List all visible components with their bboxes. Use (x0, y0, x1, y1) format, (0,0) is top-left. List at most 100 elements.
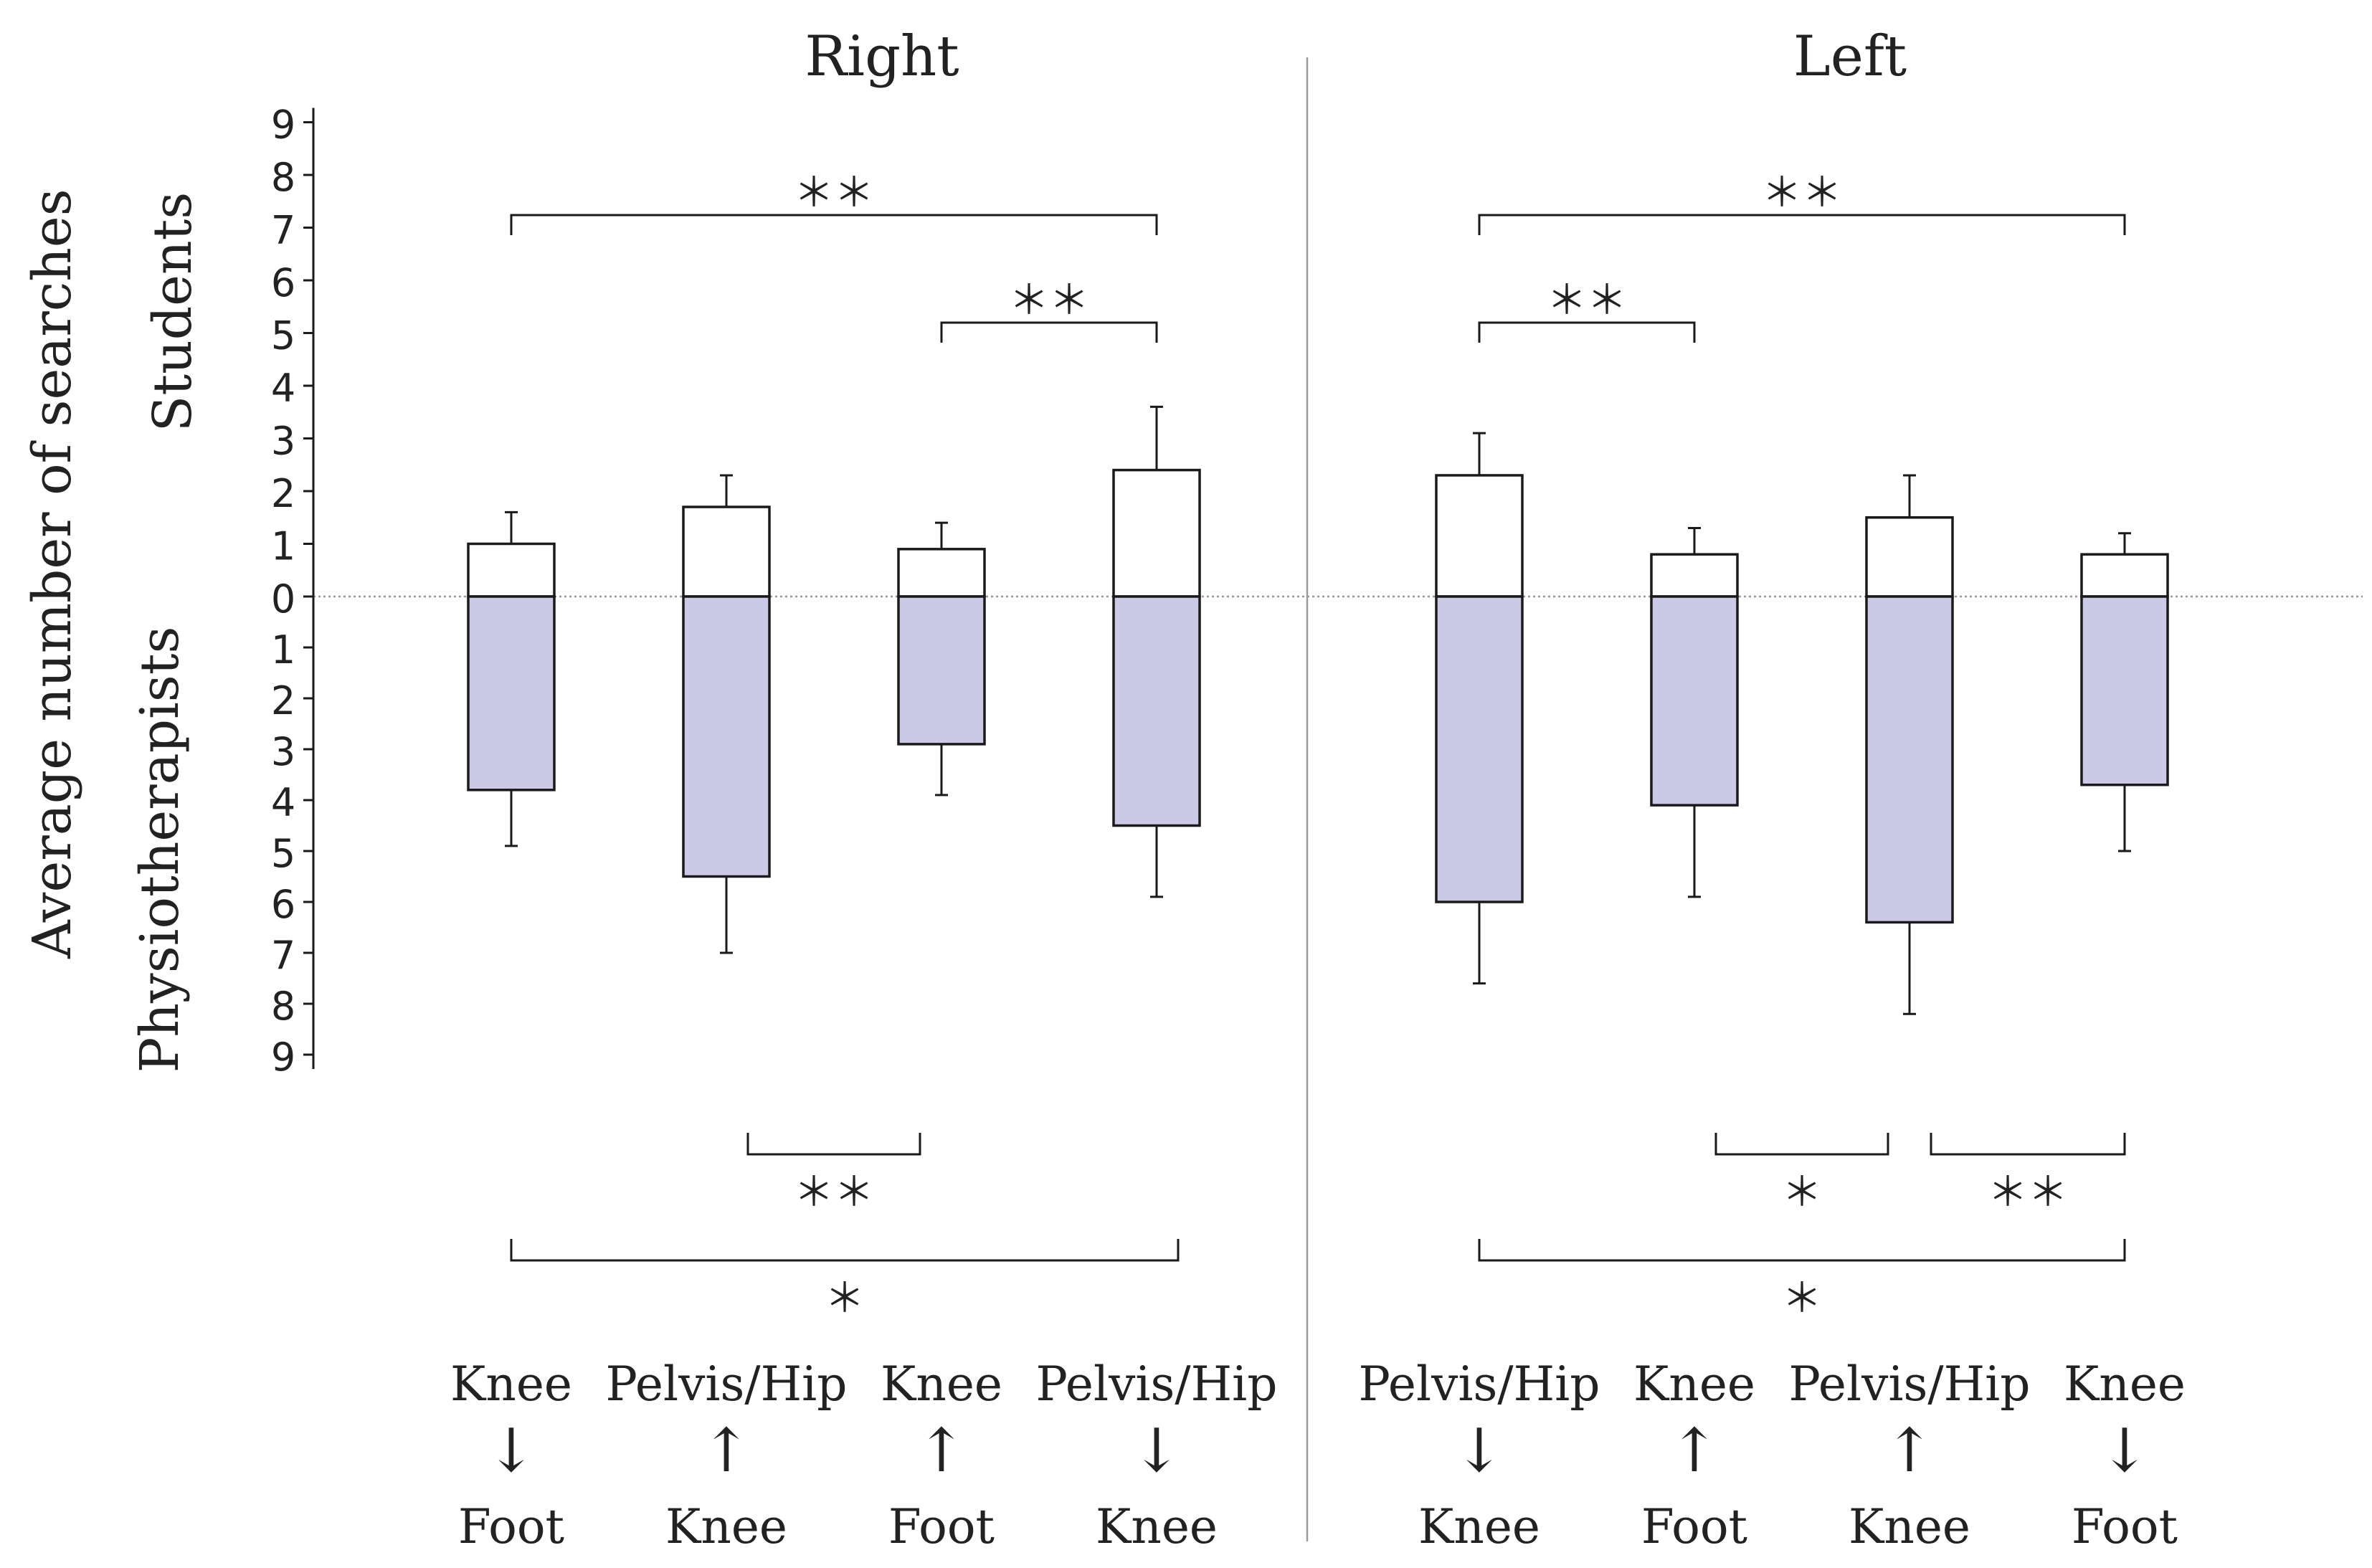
y-tick-label-lower: 9 (271, 1035, 295, 1080)
condition-arrow: ↑ (1884, 1415, 1935, 1486)
significance-label: ＊＊ (1547, 277, 1627, 324)
labels-layer: Right LeftKnee↓FootPelvis/Hip↑KneeKnee↑Fo… (450, 24, 2186, 1554)
condition-label-top: Pelvis/Hip (1788, 1356, 2030, 1412)
y-tick-label-upper: 2 (271, 471, 295, 516)
student-box (682, 505, 771, 598)
significance-bracket: ＊＊ (1478, 170, 2126, 235)
student-box (467, 542, 556, 598)
boxes-layer (467, 405, 2169, 1015)
y-tick-label-lower: 5 (271, 831, 295, 876)
significance-label: ＊＊ (794, 170, 874, 217)
condition-label-bottom: Foot (458, 1499, 564, 1554)
y-tick-label-upper: 1 (271, 524, 295, 569)
physio-box (682, 595, 771, 878)
significance-bracket: ＊ (510, 1239, 1180, 1322)
physio-box (1650, 595, 1739, 807)
condition-group (467, 510, 556, 847)
y-tick-label-upper: 4 (271, 366, 295, 411)
bracket-line (940, 321, 1158, 343)
significance-label: ＊＊ (1762, 170, 1842, 217)
condition-label-top: Pelvis/Hip (605, 1356, 847, 1412)
significance-bracket: ＊ (1478, 1239, 2126, 1322)
condition-label-bottom: Knee (1418, 1499, 1540, 1554)
condition-label-top: Knee (2064, 1356, 2186, 1412)
condition-group (1435, 432, 1524, 985)
y-axis-title: Average number of searches (22, 189, 83, 959)
bracket-line (510, 214, 1158, 235)
condition-group (897, 521, 986, 797)
panel-title-left: Left (1793, 24, 1907, 89)
condition-label-top: Pelvis/Hip (1035, 1356, 1277, 1412)
guides-layer (313, 57, 2363, 1541)
bracket-line (1478, 1239, 2126, 1262)
significance-bracket: ＊＊ (940, 277, 1158, 343)
panel-title-right: Right (805, 24, 959, 89)
student-box (1112, 468, 1201, 598)
bracket-line (1930, 1133, 2126, 1156)
significance-label: ＊＊ (1009, 277, 1089, 324)
y-tick-label-lower: 7 (271, 933, 295, 978)
condition-group (1112, 405, 1201, 898)
condition-label-bottom: Foot (888, 1499, 995, 1554)
condition-arrow: ↑ (916, 1415, 967, 1486)
y-tick-label-upper: 5 (271, 313, 295, 358)
condition-group (1650, 526, 1739, 898)
physio-box (897, 595, 986, 746)
condition-arrow: ↓ (486, 1415, 536, 1486)
significance-bracket: ＊＊ (1478, 277, 1696, 343)
y-tick-label-lower: 4 (271, 780, 295, 825)
bracket-line (510, 1239, 1180, 1262)
student-box (1650, 553, 1739, 598)
significance-label: ＊ (825, 1275, 865, 1322)
y-tick-label-upper: 0 (271, 576, 295, 622)
student-box (2080, 553, 2169, 598)
significance-label: ＊ (1782, 1275, 1822, 1322)
student-box (897, 548, 986, 598)
condition-label-bottom: Knee (1849, 1499, 1970, 1554)
condition-group (2080, 532, 2169, 852)
condition-label-top: Knee (881, 1356, 1002, 1412)
significance-label: ＊＊ (794, 1169, 874, 1216)
physio-box (2080, 595, 2169, 787)
condition-label-bottom: Foot (2072, 1499, 2178, 1554)
condition-arrow: ↓ (2100, 1415, 2150, 1486)
condition-label-top: Pelvis/Hip (1358, 1356, 1600, 1412)
y-tick-label-lower: 6 (271, 882, 295, 927)
significance-bracket: ＊＊ (1930, 1133, 2126, 1216)
condition-arrow: ↑ (701, 1415, 751, 1486)
significance-bracket: ＊ (1714, 1133, 1889, 1216)
condition-group (682, 474, 771, 954)
condition-label-top: Knee (1633, 1356, 1755, 1412)
condition-arrow: ↑ (1669, 1415, 1719, 1486)
y-tick-label-lower: 3 (271, 729, 295, 774)
significance-bracket: ＊＊ (746, 1133, 921, 1216)
students-group-label: Students (142, 192, 204, 432)
condition-label-bottom: Knee (1096, 1499, 1218, 1554)
physio-box (1865, 595, 1954, 924)
y-tick-label-upper: 9 (271, 103, 295, 148)
y-axis: 0 1 2 3 4 5 6 7 8 9 1 2 3 4 5 6 7 8 9 Average number of sea… (22, 103, 315, 1080)
physio-box (1112, 595, 1201, 827)
bracket-line (746, 1133, 921, 1156)
student-box (1435, 474, 1524, 598)
condition-arrow: ↓ (1454, 1415, 1504, 1486)
student-box (1865, 516, 1954, 598)
y-tick-label-lower: 8 (271, 984, 295, 1029)
condition-label-top: Knee (450, 1356, 572, 1412)
y-tick-label-lower: 1 (271, 627, 295, 673)
y-tick-label-upper: 6 (271, 260, 295, 305)
significance-layer: ＊＊＊＊＊＊＊＊＊＊＊＊ ＊＊＊ (510, 170, 2126, 1322)
bracket-line (1478, 214, 2126, 235)
physio-box (1435, 595, 1524, 903)
bracket-line (1714, 1133, 1889, 1156)
condition-arrow: ↓ (1132, 1415, 1182, 1486)
bracket-line (1478, 321, 1696, 343)
y-tick-label-upper: 3 (271, 419, 295, 464)
condition-label-bottom: Knee (665, 1499, 787, 1554)
significance-label: ＊ (1782, 1169, 1822, 1216)
y-tick-label-lower: 2 (271, 678, 295, 723)
physiotherapists-group-label: Physiotherapists (129, 627, 191, 1073)
y-tick-label-upper: 7 (271, 208, 295, 253)
physio-box (467, 595, 556, 792)
